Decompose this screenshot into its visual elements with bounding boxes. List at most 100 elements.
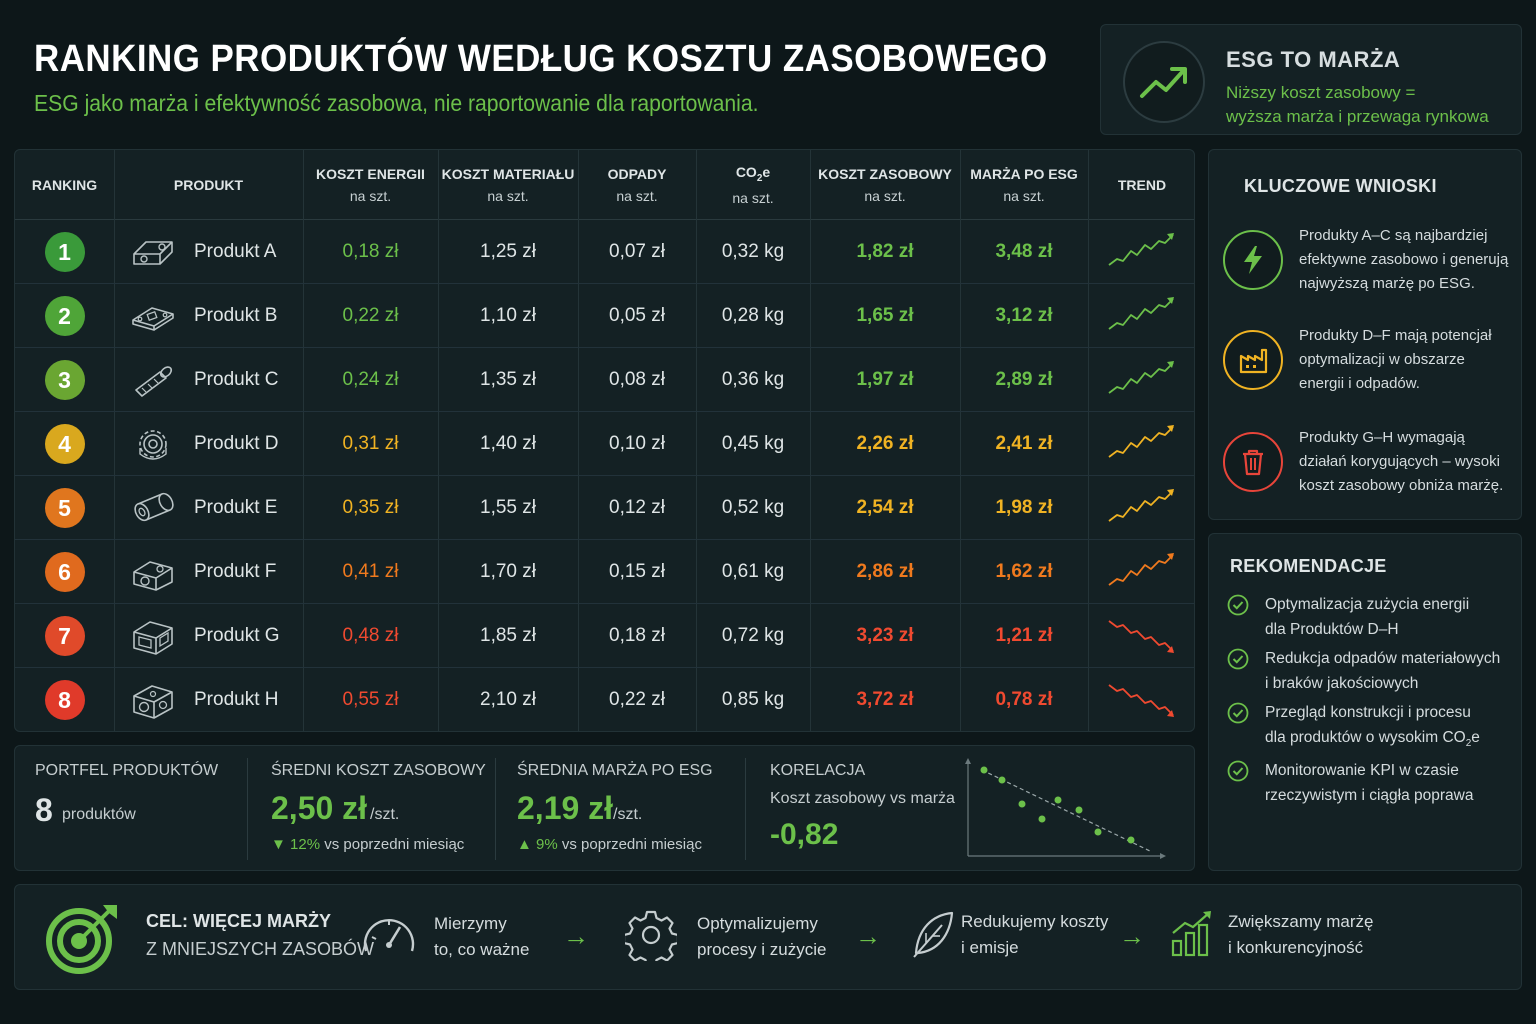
product-cell: Produkt E [114, 476, 303, 540]
product-cell: Produkt G [114, 604, 303, 668]
cell-material: 1,70 zł [480, 561, 536, 582]
rank-badge: 3 [44, 360, 85, 400]
cylinder-part-icon [134, 492, 174, 522]
cell-marza: 2,41 zł [995, 433, 1053, 454]
rank-badge: 1 [44, 232, 85, 272]
rank-badge: 6 [44, 552, 85, 592]
bolt-part-icon [135, 366, 173, 397]
cell-zasobowy: 1,97 zł [856, 369, 914, 390]
lightning-icon [1223, 230, 1283, 290]
rank-cell: 4 [15, 412, 114, 476]
stat-avg-cost: ŚREDNI KOSZT ZASOBOWY 2,50 zł /szt. ▼ 12… [271, 746, 501, 872]
check-icon [1227, 648, 1249, 670]
step-grow: Zwiększamy marżę i konkurencyjność [1228, 912, 1374, 957]
recommendation-line: Optymalizacja zużycia energii [1265, 596, 1470, 613]
stats-panel: PORTFEL PRODUKTÓW 8 produktów ŚREDNI KOS… [14, 745, 1195, 871]
cell-co2: 0,36 kg [721, 369, 785, 390]
cell-odpady: 0,05 zł [609, 305, 665, 326]
cell-odpady: 0,07 zł [609, 241, 665, 262]
cell-marza: 3,48 zł [995, 241, 1053, 262]
stat-delta: ▼ 12% vs poprzedni miesiąc [271, 836, 465, 853]
finding-text: Produkty D–F mają potencjał optymalizacj… [1299, 327, 1492, 392]
stat-sublabel: Koszt zasobowy vs marża [770, 790, 955, 807]
recommendation-line: Redukcja odpadów materiałowych [1265, 650, 1501, 667]
cell-co2: 0,45 kg [721, 433, 785, 454]
cell-odpady: 0,22 zł [609, 689, 665, 710]
rank-cell: 5 [15, 476, 114, 540]
product-name: Produkt F [194, 561, 277, 582]
header-material: KOSZT MATERIAŁU na szt. [441, 166, 575, 204]
table-row: 5 Produkt E 0,35 zł 1,55 zł 0,12 zł 0,52 kg 2,… [15, 476, 1194, 540]
product-cell: Produkt D [114, 412, 303, 476]
rank-badge: 4 [44, 424, 85, 464]
finding-item: Produkty A–C są najbardziej efektywne za… [1223, 224, 1513, 304]
trash-icon [1223, 432, 1283, 492]
check-icon [1227, 760, 1249, 782]
product-cell: Produkt C [114, 348, 303, 412]
plate-part-icon [132, 307, 174, 331]
table-row: 2 Produkt B 0,22 zł 1,10 zł 0,05 zł 0,28 kg 1,… [15, 284, 1194, 348]
cell-odpady: 0,08 zł [609, 369, 665, 390]
cell-energia: 0,18 zł [342, 241, 399, 262]
trend-up-icon [1108, 553, 1174, 586]
product-name: Produkt D [194, 433, 279, 454]
rank-badge: 5 [44, 488, 85, 528]
table-row: 4 Produkt D 0,31 zł 1,40 zł 0,10 zł 0,45 kg 2,… [15, 412, 1194, 476]
cell-co2: 0,28 kg [721, 305, 785, 326]
cell-energia: 0,24 zł [342, 369, 399, 390]
rank-cell: 2 [15, 284, 114, 348]
stat-correlation: KORELACJA Koszt zasobowy vs marża -0,82 [770, 746, 1190, 872]
triangle-down-icon: ▼ [271, 836, 286, 853]
trend-down-icon [1108, 684, 1174, 717]
cube-part-icon [133, 685, 173, 719]
cell-co2: 0,72 kg [721, 625, 785, 646]
cell-material: 1,40 zł [480, 433, 536, 454]
cell-zasobowy: 3,72 zł [856, 689, 914, 710]
stat-unit: /szt. [613, 806, 643, 823]
cell-zasobowy: 1,65 zł [856, 305, 914, 326]
header-produkt: PRODUKT [173, 177, 244, 193]
recommendations-panel: REKOMENDACJE Optymalizacja zużycia energ… [1208, 533, 1522, 871]
key-findings-panel: KLUCZOWE WNIOSKI Produkty A–C są najbard… [1208, 149, 1522, 520]
step-optimize: Optymalizujemy procesy i zużycie [697, 914, 827, 959]
trend-up-icon [1108, 361, 1174, 394]
product-cell: Produkt A [114, 220, 303, 284]
check-icon [1227, 594, 1249, 616]
arrow-right-icon: → [563, 921, 589, 951]
product-name: Produkt H [194, 689, 279, 710]
trend-cell [1088, 604, 1194, 668]
table-header: RANKING PRODUKT KOSZT ENERGII na szt. KOS… [15, 150, 1194, 220]
trend-up-icon [1108, 489, 1174, 522]
trend-up-icon [1123, 41, 1205, 123]
recommendation-line: rzeczywistym i ciągła poprawa [1265, 787, 1474, 804]
leaf-icon [913, 911, 954, 958]
target-icon [46, 905, 117, 974]
rank-cell: 3 [15, 348, 114, 412]
arrow-right-icon: → [1119, 921, 1145, 951]
table-row: 3 Produkt C 0,24 zł 1,35 zł 0,08 zł 0,36 kg 1,… [15, 348, 1194, 412]
cell-material: 1,10 zł [480, 305, 536, 326]
table-row: 1 Produkt A 0,18 zł 1,25 zł 0,07 zł 0,32 kg 1,… [15, 220, 1194, 284]
cell-marza: 1,62 zł [995, 561, 1053, 582]
page-subtitle: ESG jako marża i efektywność zasobowa, n… [34, 90, 759, 116]
stat-value: 8 [35, 792, 53, 828]
stat-avg-margin: ŚREDNIA MARŻA PO ESG 2,19 zł /szt. ▲ 9% … [517, 746, 747, 872]
cell-material: 2,10 zł [480, 689, 536, 710]
header-odpady: ODPADY na szt. [607, 166, 667, 204]
cell-co2: 0,85 kg [721, 689, 785, 710]
rank-cell: 8 [15, 668, 114, 731]
cell-marza: 1,98 zł [995, 497, 1053, 518]
rank-cell: 6 [15, 540, 114, 604]
stat-label: KORELACJA [770, 762, 866, 779]
ranking-table: RANKING PRODUKT KOSZT ENERGII na szt. KOS… [14, 149, 1195, 732]
cell-energia: 0,31 zł [342, 433, 399, 454]
key-findings-title: KLUCZOWE WNIOSKI [1244, 176, 1437, 196]
stat-label: ŚREDNIA MARŻA PO ESG [517, 762, 713, 779]
product-cell: Produkt F [114, 540, 303, 604]
cell-marza: 0,78 zł [995, 689, 1053, 710]
product-name: Produkt B [194, 305, 278, 326]
recommendation-line: dla produktów o wysokim CO2e [1265, 729, 1480, 750]
cell-energia: 0,35 zł [342, 497, 399, 518]
correlation-scatter-icon [965, 758, 1166, 859]
product-cell: Produkt H [114, 668, 303, 731]
